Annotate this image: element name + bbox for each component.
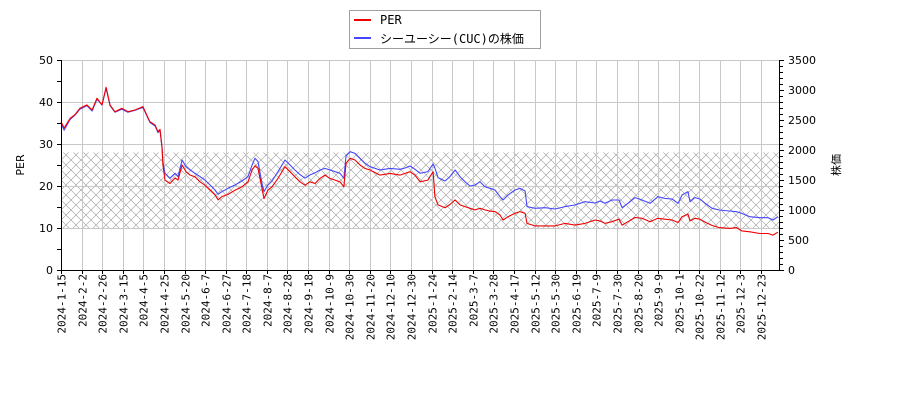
x-axis-date-label: 2024-7-18 — [240, 274, 253, 334]
x-axis-date-label: 2025-10-22 — [693, 274, 706, 340]
left-axis-tick-label: 10 — [39, 222, 53, 235]
x-axis-date-label: 2025-7-30 — [611, 274, 624, 334]
right-axis-tick-label: 1500 — [788, 174, 816, 187]
right-axis-tick-label: 2500 — [788, 114, 816, 127]
left-axis-tick-label: 0 — [46, 264, 53, 277]
left-axis-tick-label: 50 — [39, 54, 53, 67]
x-axis-date-label: 2024-1-15 — [55, 274, 68, 334]
x-axis-date-label: 2024-10-9 — [323, 274, 336, 334]
x-axis-date-label: 2025-7-9 — [590, 274, 603, 327]
right-axis-tick-label: 3000 — [788, 84, 816, 97]
left-axis-tick-label: 30 — [39, 138, 53, 151]
right-axis-tick-label: 2000 — [788, 144, 816, 157]
x-axis-date-label: 2024-6-7 — [199, 274, 212, 327]
x-axis-date-label: 2024-3-15 — [117, 274, 130, 334]
legend-label-per: PER — [380, 13, 402, 27]
x-axis-date-label: 2025-11-12 — [714, 274, 727, 340]
x-axis-date-label: 2024-4-25 — [158, 274, 171, 334]
x-axis-date-label: 2025-10-1 — [673, 274, 686, 334]
x-axis-date-label: 2025-8-20 — [632, 274, 645, 334]
axes: 0102030405005001000150020002500300035002… — [39, 54, 816, 340]
per-line-swatch-icon — [354, 19, 371, 21]
x-axis-date-label: 2025-6-19 — [570, 274, 583, 334]
legend: PER シーユーシー(CUC)の株価 — [349, 10, 541, 49]
stock-price-line-swatch-icon — [354, 37, 371, 39]
x-axis-date-label: 2024-12-10 — [384, 274, 397, 340]
x-axis-date-label: 2024-2-26 — [96, 274, 109, 334]
x-axis-date-label: 2024-2-2 — [76, 274, 89, 327]
per-range-band — [61, 152, 779, 228]
grid-lines — [61, 60, 779, 270]
right-axis-tick-label: 500 — [788, 234, 809, 247]
per-series-line — [60, 86, 779, 236]
x-axis-date-label: 2024-12-30 — [405, 274, 418, 340]
x-axis-date-label: 2025-2-14 — [446, 274, 459, 334]
x-axis-date-label: 2025-3-28 — [487, 274, 500, 334]
x-axis-date-label: 2024-6-27 — [220, 274, 233, 334]
x-axis-date-label: 2025-9-9 — [652, 274, 665, 327]
right-axis-tick-label: 3500 — [788, 54, 816, 67]
stock-price-series-line — [60, 87, 779, 221]
x-axis-date-label: 2024-11-20 — [364, 274, 377, 340]
x-axis-date-label: 2024-9-18 — [302, 274, 315, 334]
x-axis-date-label: 2024-10-30 — [343, 274, 356, 340]
left-axis-tick-label: 40 — [39, 96, 53, 109]
x-axis-date-label: 2024-8-28 — [281, 274, 294, 334]
right-axis-tick-label: 1000 — [788, 204, 816, 217]
hatched-band — [61, 152, 779, 228]
x-axis-date-label: 2024-4-5 — [137, 274, 150, 327]
right-axis-tick-label: 0 — [788, 264, 795, 277]
x-axis-date-label: 2025-12-23 — [755, 274, 768, 340]
legend-item-stock-price: シーユーシー(CUC)の株価 — [354, 30, 524, 46]
x-axis-date-label: 2025-5-30 — [549, 274, 562, 334]
x-axis-date-label: 2024-5-20 — [179, 274, 192, 334]
legend-item-per: PER — [354, 12, 402, 28]
legend-label-stock-price: シーユーシー(CUC)の株価 — [380, 31, 524, 46]
x-axis-date-label: 2025-12-3 — [734, 274, 747, 334]
x-axis-date-label: 2025-3-7 — [467, 274, 480, 327]
x-axis-date-label: 2025-5-12 — [529, 274, 542, 334]
x-axis-date-label: 2025-1-24 — [426, 274, 439, 334]
left-axis-title: PER — [14, 154, 27, 176]
x-axis-date-label: 2024-8-7 — [261, 274, 274, 327]
right-axis-title: 株価 — [829, 154, 843, 176]
x-axis-date-label: 2025-4-17 — [508, 274, 521, 334]
left-axis-tick-label: 20 — [39, 180, 53, 193]
